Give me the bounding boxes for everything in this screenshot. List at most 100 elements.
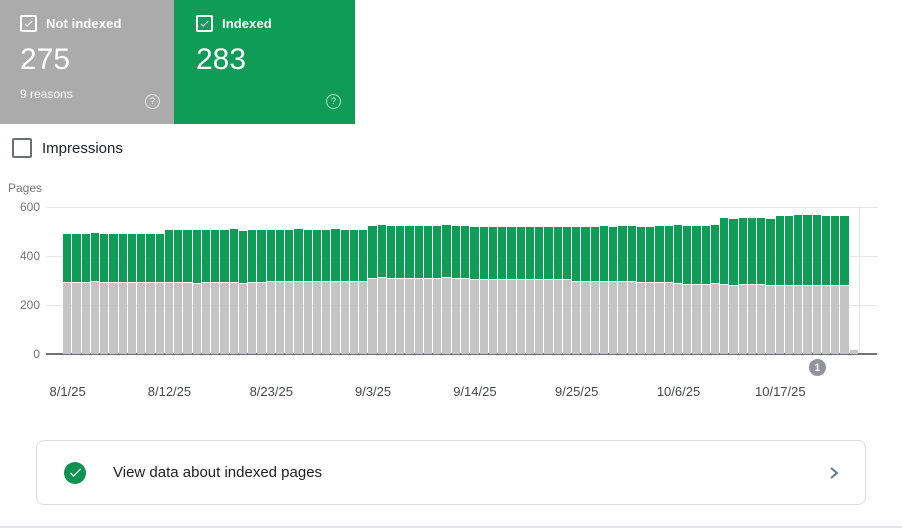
chart-bar[interactable] — [423, 226, 433, 354]
chart-bar[interactable] — [238, 231, 248, 354]
chart-bar[interactable] — [368, 226, 377, 354]
chart-bar[interactable] — [349, 230, 359, 354]
bar-segment-indexed — [821, 216, 831, 285]
chart-bar[interactable] — [747, 218, 757, 354]
indexed-checkbox[interactable] — [196, 15, 213, 32]
chart-bar[interactable] — [201, 230, 211, 354]
bar-segment-indexed — [609, 227, 618, 281]
chart-bar[interactable] — [849, 350, 858, 354]
help-icon[interactable]: ? — [326, 94, 341, 109]
chart-bar[interactable] — [183, 230, 192, 354]
view-indexed-data-button[interactable]: View data about indexed pages — [36, 440, 866, 505]
chart-bar[interactable] — [544, 227, 553, 354]
chart-bar[interactable] — [146, 234, 155, 354]
chart-bar[interactable] — [137, 234, 146, 354]
chart-bar[interactable] — [405, 226, 414, 354]
chart-bar[interactable] — [498, 227, 507, 354]
chart-bar[interactable] — [127, 234, 137, 354]
chart-bar[interactable] — [81, 234, 90, 354]
chart-bar[interactable] — [331, 229, 340, 354]
chart-bar[interactable] — [386, 226, 396, 354]
chart-bar[interactable] — [831, 216, 840, 354]
chart-bar[interactable] — [803, 215, 812, 354]
chart-bar[interactable] — [322, 230, 331, 354]
chart-bar[interactable] — [377, 225, 386, 354]
chart-bar[interactable] — [673, 225, 683, 354]
chart-bar[interactable] — [794, 215, 803, 354]
chart-bar[interactable] — [109, 234, 118, 354]
chart-bar[interactable] — [516, 227, 525, 354]
chart-bar[interactable] — [553, 227, 562, 354]
chart-bar[interactable] — [710, 225, 720, 354]
chart-bar[interactable] — [257, 230, 266, 354]
chart-bar[interactable] — [155, 234, 164, 354]
chart-bar[interactable] — [340, 230, 349, 354]
chart-bar[interactable] — [266, 230, 275, 354]
chart-bar[interactable] — [294, 229, 303, 354]
chart-bar[interactable] — [609, 227, 618, 354]
chart-bar[interactable] — [90, 233, 100, 354]
impressions-toggle[interactable]: Impressions — [12, 138, 123, 158]
chart-bar[interactable] — [451, 226, 460, 354]
chart-bar[interactable] — [581, 227, 590, 354]
chart-bar[interactable] — [655, 226, 664, 354]
chart-bar[interactable] — [303, 230, 312, 354]
not-indexed-checkbox[interactable] — [20, 15, 37, 32]
chart-bar[interactable] — [729, 219, 738, 354]
chart-bar[interactable] — [766, 219, 775, 354]
chart-bar[interactable] — [229, 229, 238, 354]
chart-bar[interactable] — [664, 226, 673, 354]
indexed-card[interactable]: Indexed 283 ? — [174, 0, 355, 124]
chart-bar[interactable] — [174, 230, 183, 354]
chart-bar[interactable] — [118, 234, 127, 354]
chart-bar[interactable] — [479, 227, 488, 354]
chart-bar[interactable] — [572, 227, 581, 354]
chart-bar[interactable] — [63, 234, 72, 354]
chart-bar[interactable] — [211, 230, 220, 354]
chart-annotation-marker[interactable]: 1 — [808, 359, 826, 376]
chart-bar[interactable] — [442, 225, 451, 354]
help-icon[interactable]: ? — [145, 94, 160, 109]
chart-bar[interactable] — [599, 226, 609, 354]
chart-bar[interactable] — [821, 216, 831, 354]
chart-bar[interactable] — [220, 230, 229, 354]
chart-bar[interactable] — [646, 227, 655, 354]
chart-bar[interactable] — [433, 226, 442, 354]
not-indexed-count: 275 — [20, 43, 71, 76]
chart-bar[interactable] — [562, 227, 572, 354]
chart-bar[interactable] — [720, 218, 729, 354]
chart-bar[interactable] — [470, 227, 479, 354]
chart-bar[interactable] — [414, 226, 423, 354]
impressions-checkbox[interactable] — [12, 138, 32, 158]
chart-bar[interactable] — [312, 230, 322, 354]
chart-bar[interactable] — [359, 230, 368, 354]
chart-bar[interactable] — [100, 234, 109, 354]
chart-bar[interactable] — [618, 226, 627, 354]
chart-bar[interactable] — [692, 226, 701, 354]
chart-bar[interactable] — [812, 215, 821, 354]
chart-bar[interactable] — [248, 230, 257, 354]
chart-bar[interactable] — [461, 226, 470, 354]
chart-bar[interactable] — [488, 227, 498, 354]
chart-bar[interactable] — [507, 227, 516, 354]
chart-bar[interactable] — [627, 226, 636, 354]
chart-bar[interactable] — [275, 230, 285, 354]
chart-bar[interactable] — [192, 230, 201, 354]
chart-bar[interactable] — [738, 218, 747, 354]
chart-bar[interactable] — [683, 226, 692, 354]
chart-bar[interactable] — [525, 227, 535, 354]
chart-bar[interactable] — [72, 234, 81, 354]
chart-bar[interactable] — [396, 226, 405, 354]
chart-bar[interactable] — [775, 216, 784, 354]
chart-bar[interactable] — [535, 227, 544, 354]
chart-bar[interactable] — [636, 227, 646, 354]
bar-segment-not-indexed — [164, 283, 174, 354]
not-indexed-card[interactable]: Not indexed 275 9 reasons ? — [0, 0, 174, 124]
chart-bar[interactable] — [840, 216, 849, 354]
chart-bar[interactable] — [164, 230, 174, 354]
chart-bar[interactable] — [757, 218, 766, 354]
chart-bar[interactable] — [701, 226, 710, 354]
chart-bar[interactable] — [784, 216, 794, 354]
chart-bar[interactable] — [590, 227, 599, 354]
chart-bar[interactable] — [285, 230, 294, 354]
